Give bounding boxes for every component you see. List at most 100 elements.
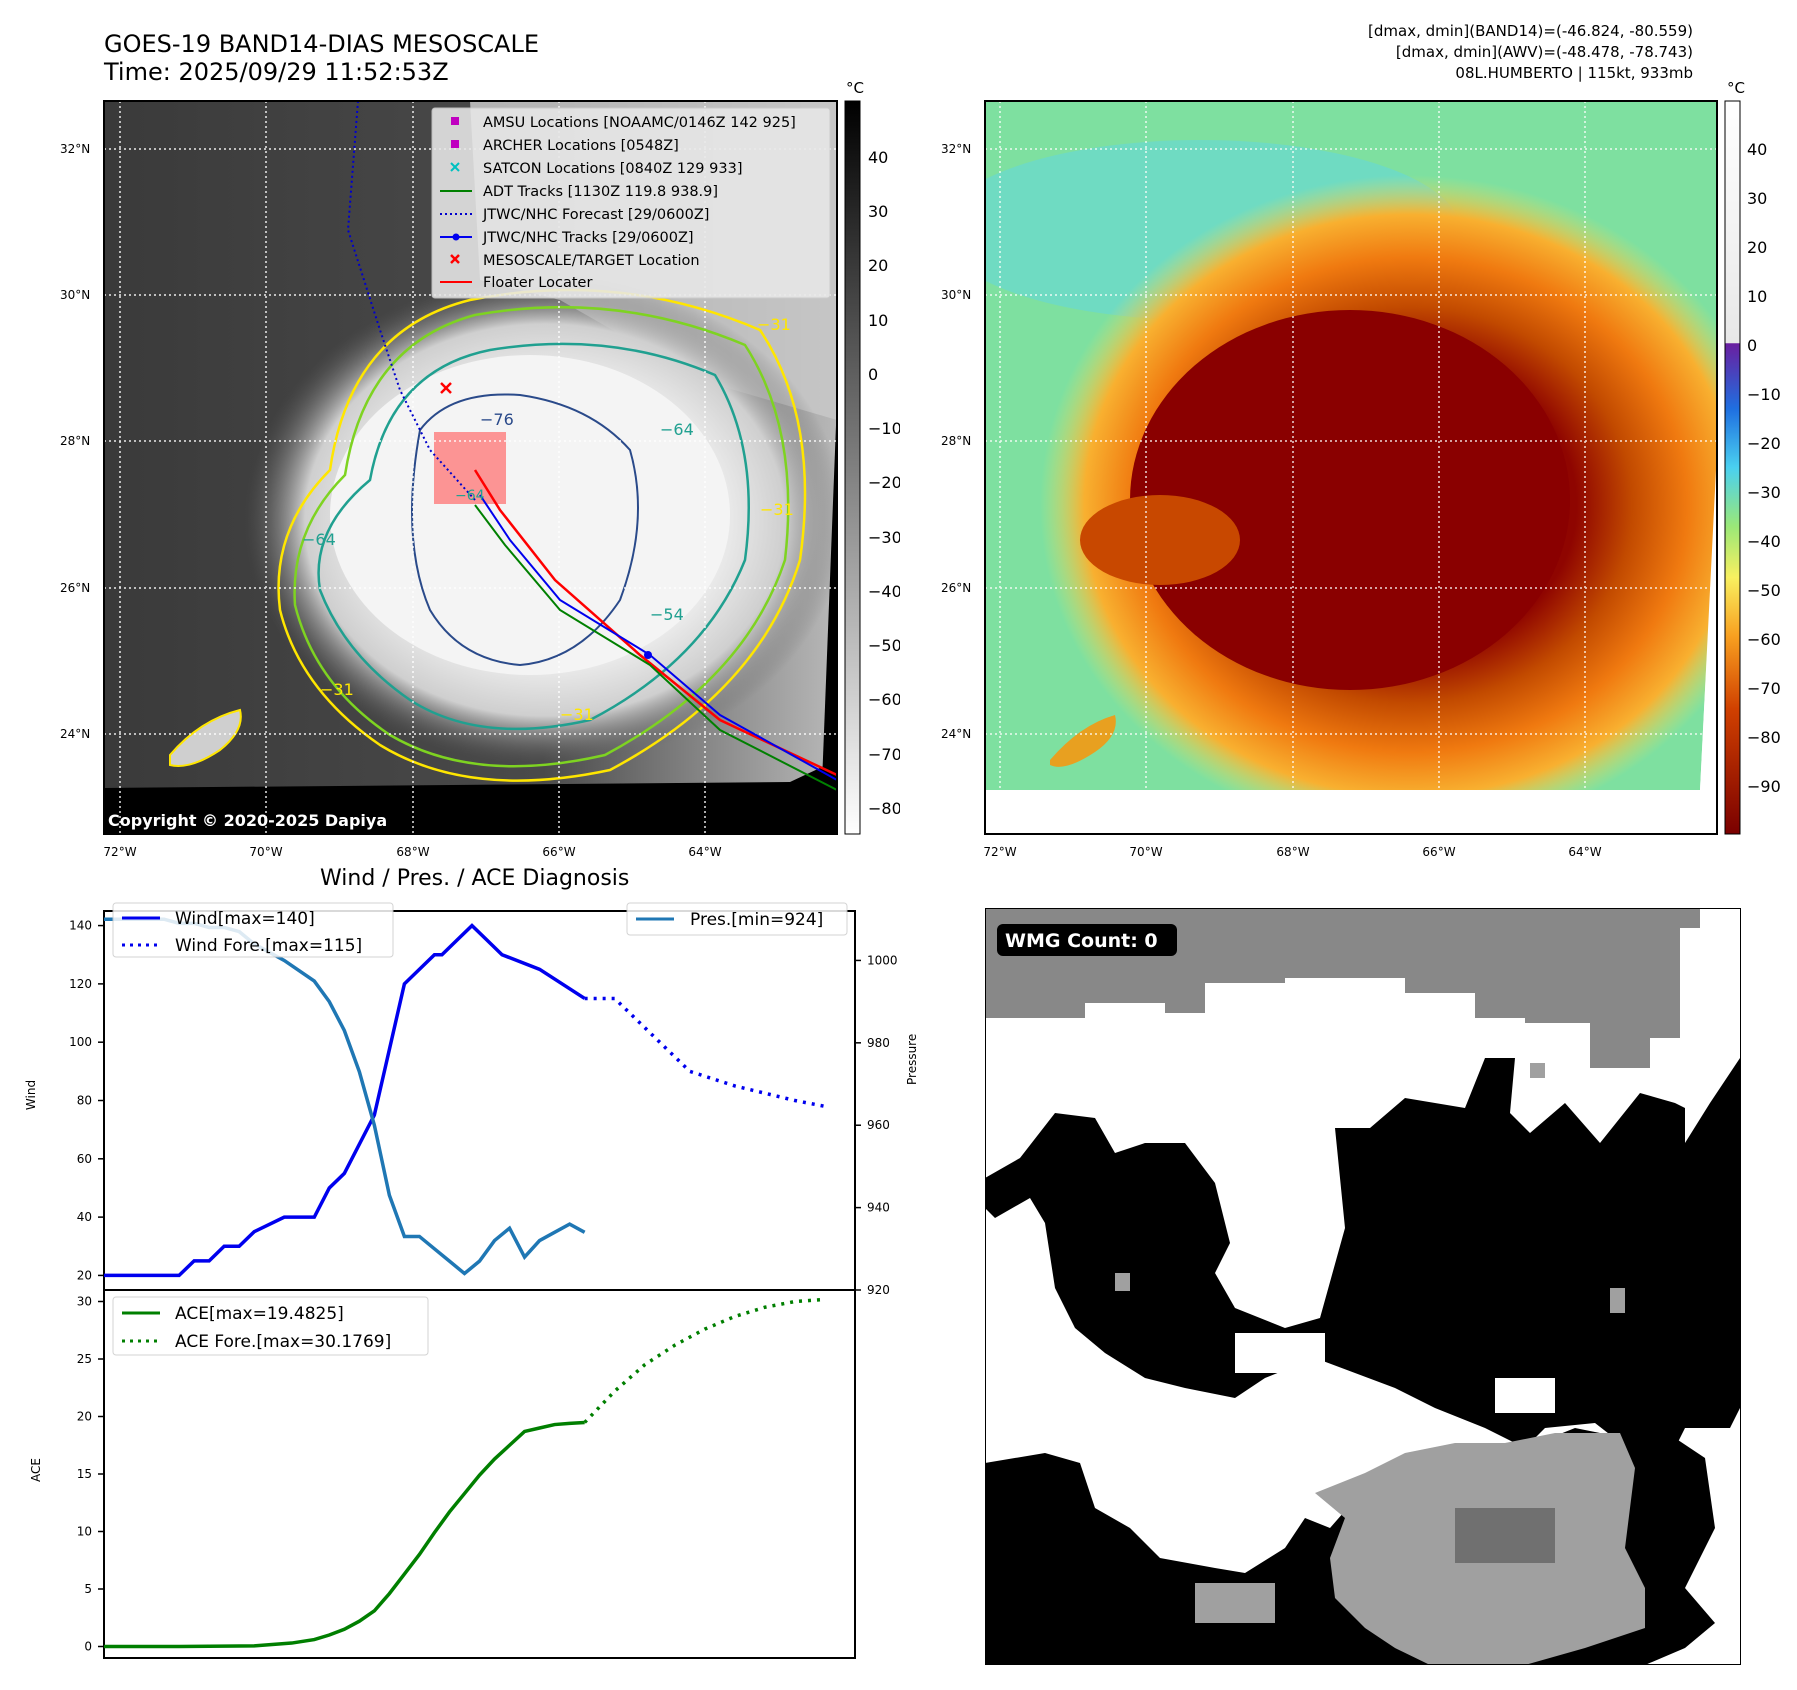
ir-contour-teal <box>317 342 750 731</box>
contour-label-64-right: −64 <box>660 420 694 439</box>
wind-ytick-label: 80 <box>77 1094 92 1108</box>
contour-label-64-eye: −64 <box>455 488 485 504</box>
svg-text:−40: −40 <box>1747 532 1781 551</box>
storm-readout: 08L.HUMBERTO | 115kt, 933mb <box>1455 64 1693 82</box>
series-line-2 <box>104 917 586 1276</box>
svg-text:30°N: 30°N <box>941 288 971 302</box>
ir-small-island-contour <box>169 708 242 767</box>
target-x-icon <box>450 254 460 264</box>
ace-ytick-label: 10 <box>77 1525 92 1539</box>
awv-lat-labels: 32°N 30°N 28°N 26°N 24°N <box>941 142 971 741</box>
awv-small-feature <box>1050 715 1116 767</box>
floater-locater-track <box>473 469 837 777</box>
wind-chart-frame <box>103 910 856 1291</box>
svg-text:30: 30 <box>868 202 888 221</box>
amsu-marker-icon <box>451 117 459 125</box>
ace-series-line-1 <box>583 1297 826 1424</box>
contour-label-31-c: −31 <box>760 500 794 519</box>
svg-text:−40: −40 <box>868 582 900 601</box>
diagnosis-title: Wind / Pres. / ACE Diagnosis <box>320 866 630 891</box>
ace-ytick-label: 0 <box>84 1640 92 1654</box>
pressure-axis-label: Pressure <box>905 1033 919 1085</box>
copyright-text: Copyright © 2020-2025 Dapiya <box>108 811 387 830</box>
series-line-1 <box>584 996 826 1109</box>
wmg-white-patch-2 <box>1495 1378 1555 1413</box>
svg-text:Wind[max=140]: Wind[max=140] <box>175 909 315 929</box>
wmg-gray-speck-1 <box>1115 1273 1130 1291</box>
contour-label-31-a: −31 <box>320 680 354 699</box>
awv-core <box>1130 310 1570 690</box>
svg-text:68°W: 68°W <box>1276 845 1309 859</box>
svg-text:SATCON Locations [0840Z 129 93: SATCON Locations [0840Z 129 933] <box>483 161 742 177</box>
wmg-label-box <box>997 924 1177 956</box>
contour-label-64-left: −64 <box>302 530 336 549</box>
ace-ytick-label: 25 <box>77 1352 92 1366</box>
svg-text:26°N: 26°N <box>941 581 971 595</box>
archer-marker-icon <box>451 140 459 148</box>
svg-text:MESOSCALE/TARGET Location: MESOSCALE/TARGET Location <box>483 253 700 269</box>
svg-text:−60: −60 <box>868 690 900 709</box>
svg-text:32°N: 32°N <box>941 142 971 156</box>
awv-map-frame <box>984 100 1718 835</box>
svg-text:32°N: 32°N <box>60 142 90 156</box>
wmg-white-patch-1 <box>1235 1333 1325 1373</box>
awv-colorbar-unit: °C <box>1727 79 1745 97</box>
svg-text:−30: −30 <box>868 528 900 547</box>
wind-pressure-chart: 20 40 60 80 100 120 140 920 940 960 980 1000 <box>69 910 898 1297</box>
diagnosis-charts: 20 40 60 80 100 120 140 920 940 960 980 1000 0 5 10 15… <box>24 902 898 1659</box>
svg-text:64°W: 64°W <box>688 845 721 859</box>
wind-ytick-label: 60 <box>77 1152 92 1166</box>
svg-text:30: 30 <box>1747 189 1767 208</box>
wind-ytick-label: 120 <box>69 977 92 991</box>
wmg-gray-speck-3 <box>1610 1288 1625 1313</box>
jtwc-track-dot <box>644 651 652 659</box>
figure-time: Time: 2025/09/29 11:52:53Z <box>104 58 449 86</box>
wind-ytick-label: 40 <box>77 1210 92 1224</box>
awv-nodata-right <box>1695 450 1717 834</box>
dmax-band14-readout: [dmax, dmin](BAND14)=(-46.824, -80.559) <box>1368 22 1693 40</box>
svg-text:20: 20 <box>868 256 888 275</box>
svg-text:66°W: 66°W <box>542 845 575 859</box>
svg-text:JTWC/NHC Tracks [29/0600Z]: JTWC/NHC Tracks [29/0600Z] <box>482 230 694 246</box>
svg-text:−80: −80 <box>868 799 900 818</box>
svg-text:70°W: 70°W <box>249 845 282 859</box>
svg-text:−30: −30 <box>1747 483 1781 502</box>
ace-ylabel: ACE <box>29 1458 43 1482</box>
jtwc-track <box>479 494 837 781</box>
svg-text:10: 10 <box>868 311 888 330</box>
svg-text:ADT Tracks [1130Z 119.8 938.9]: ADT Tracks [1130Z 119.8 938.9] <box>483 184 718 200</box>
ace-series-line-0 <box>104 1420 585 1649</box>
ir-legend: AMSU Locations [NOAAMC/0146Z 142 925] AR… <box>431 107 831 299</box>
ir-contour-green <box>293 305 790 768</box>
ir-lat-labels: 32°N 30°N 28°N 26°N 24°N <box>60 142 90 741</box>
contour-label-31-d: −31 <box>560 705 594 724</box>
svg-text:−80: −80 <box>1747 728 1781 747</box>
ir-nodata-region <box>104 760 837 834</box>
svg-text:0: 0 <box>868 365 878 384</box>
svg-text:ARCHER Locations [0548Z]: ARCHER Locations [0548Z] <box>483 138 679 154</box>
ir-map-frame <box>103 100 838 835</box>
svg-text:Wind Fore.[max=115]: Wind Fore.[max=115] <box>175 936 362 956</box>
wmg-gray-speck-2 <box>1530 1063 1545 1078</box>
svg-text:−50: −50 <box>1747 581 1781 600</box>
ace-ytick-label: 30 <box>77 1295 92 1309</box>
pressure-ytick-label: 960 <box>867 1118 890 1132</box>
contour-label-54: −54 <box>650 605 684 624</box>
mesoscale-target-x <box>440 382 452 394</box>
svg-text:−10: −10 <box>868 419 900 438</box>
ace-chart: 0 5 10 15 20 25 30 <box>77 1289 856 1659</box>
pressure-ytick-label: 980 <box>867 1036 890 1050</box>
svg-text:ACE[max=19.4825]: ACE[max=19.4825] <box>175 1304 344 1324</box>
svg-text:−90: −90 <box>1747 777 1781 796</box>
ir-contour-blue <box>411 393 639 667</box>
svg-text:72°W: 72°W <box>103 845 136 859</box>
svg-text:20: 20 <box>1747 238 1767 257</box>
svg-text:66°W: 66°W <box>1422 845 1455 859</box>
wmg-upper-black <box>985 1058 1740 1458</box>
ir-colorbar-unit: °C <box>846 79 864 97</box>
wind-ylabel: Wind <box>24 1080 38 1110</box>
ir-lon-labels: 72°W 70°W 68°W 66°W 64°W <box>103 845 721 859</box>
contour-label-76: −76 <box>480 410 514 429</box>
dmax-awv-readout: [dmax, dmin](AWV)=(-48.478, -78.743) <box>1395 43 1693 61</box>
wmg-count-label: WMG Count: 0 <box>1005 930 1158 952</box>
